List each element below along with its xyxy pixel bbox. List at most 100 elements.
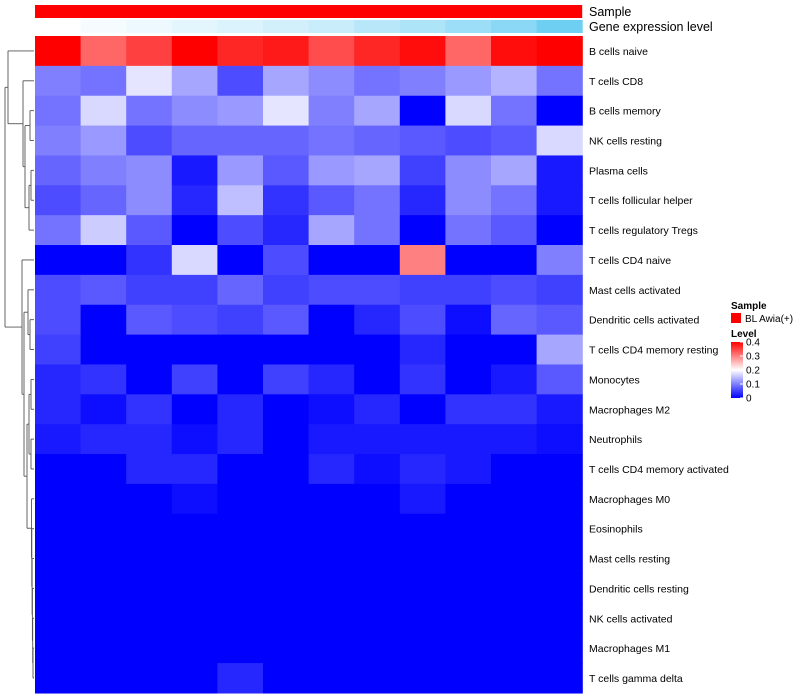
heatmap-cell xyxy=(445,543,492,575)
gene-expression-cell xyxy=(308,20,355,33)
heatmap-cell xyxy=(217,274,264,306)
heatmap-cell xyxy=(80,95,127,127)
heatmap-cell xyxy=(80,454,127,485)
row-label: Mast cells activated xyxy=(589,285,681,297)
heatmap-cell xyxy=(536,483,583,515)
heatmap-cell xyxy=(80,603,127,634)
heatmap-cell xyxy=(80,364,127,395)
heatmap-cell xyxy=(263,483,310,515)
column-annotation-bars xyxy=(35,5,583,33)
heatmap-cell xyxy=(171,603,218,634)
heatmap-cell xyxy=(308,36,355,67)
heatmap-cell xyxy=(491,65,538,97)
heatmap-cell xyxy=(217,245,264,276)
heatmap-cell xyxy=(80,245,127,276)
heatmap-cell xyxy=(171,155,218,186)
heatmap-cell xyxy=(35,125,82,157)
legend-tick-label: 0.1 xyxy=(746,380,760,391)
heatmap-cell xyxy=(354,304,401,336)
row-label: NK cells activated xyxy=(589,613,673,625)
heatmap-cell xyxy=(354,603,401,634)
heatmap-cell xyxy=(445,304,492,336)
heatmap-cell xyxy=(126,155,173,186)
heatmap-cell xyxy=(491,185,538,216)
heatmap-cell xyxy=(217,633,264,664)
heatmap-cell xyxy=(263,245,310,276)
heatmap-cell xyxy=(308,215,355,246)
row-label: Macrophages M2 xyxy=(589,404,670,416)
heatmap-cell xyxy=(35,513,82,545)
heatmap-cell xyxy=(80,633,127,664)
heatmap-cell xyxy=(35,454,82,485)
heatmap-cell xyxy=(354,483,401,515)
heatmap-cell xyxy=(263,663,310,694)
heatmap-cell xyxy=(354,65,401,97)
heatmap-cell xyxy=(536,394,583,425)
heatmap-cell xyxy=(354,215,401,246)
heatmap-cell xyxy=(308,364,355,395)
heatmap-cells xyxy=(35,36,583,694)
heatmap-cell xyxy=(491,454,538,485)
row-label: T cells CD8 xyxy=(589,76,643,88)
legend: Sample BL Awia(+) Level 0.4 0.3 0.2 0.1 0 xyxy=(731,301,793,405)
heatmap-cell xyxy=(126,245,173,276)
gene-expression-cell xyxy=(171,20,218,33)
heatmap-cell xyxy=(308,65,355,97)
gene-expression-annotation-label: Gene expression level xyxy=(589,20,713,34)
heatmap-cell xyxy=(491,513,538,545)
heatmap-cell xyxy=(263,543,310,575)
heatmap-cell xyxy=(171,274,218,306)
row-label: Plasma cells xyxy=(589,165,648,177)
heatmap-cell xyxy=(263,334,310,366)
heatmap-cell xyxy=(35,603,82,634)
heatmap-cell xyxy=(171,334,218,366)
heatmap-cell xyxy=(217,454,264,485)
heatmap-cell xyxy=(536,155,583,186)
gene-expression-cell xyxy=(217,20,264,33)
heatmap-cell xyxy=(126,603,173,634)
heatmap-cell xyxy=(217,483,264,515)
heatmap-cell xyxy=(308,543,355,575)
heatmap-cell xyxy=(308,663,355,694)
heatmap-cell xyxy=(126,185,173,216)
heatmap-cell xyxy=(536,573,583,604)
heatmap-cell xyxy=(217,364,264,395)
heatmap-cell xyxy=(354,245,401,276)
heatmap-cell xyxy=(35,364,82,395)
heatmap-cell xyxy=(171,304,218,336)
heatmap-cell xyxy=(354,334,401,366)
heatmap-cell xyxy=(536,65,583,97)
heatmap-cell xyxy=(35,573,82,604)
heatmap-cell xyxy=(217,304,264,336)
gene-expression-cell xyxy=(445,20,492,33)
heatmap-cell xyxy=(354,543,401,575)
heatmap-cell xyxy=(536,663,583,694)
heatmap-cell xyxy=(263,424,310,455)
heatmap-cell xyxy=(399,65,446,97)
row-label: Neutrophils xyxy=(589,434,642,446)
heatmap-cell xyxy=(399,483,446,515)
heatmap-cell xyxy=(491,155,538,186)
heatmap-cell xyxy=(80,334,127,366)
heatmap-cell xyxy=(354,125,401,157)
heatmap-cell xyxy=(126,304,173,336)
heatmap-cell xyxy=(491,125,538,157)
heatmap-cell xyxy=(126,394,173,425)
heatmap-cell xyxy=(308,95,355,127)
heatmap-cell xyxy=(126,215,173,246)
row-label: T cells regulatory Tregs xyxy=(589,225,698,237)
heatmap-cell xyxy=(445,573,492,604)
heatmap-cell xyxy=(171,364,218,395)
row-labels: B cells naive T cells CD8 B cells memory NK… xyxy=(589,46,729,685)
heatmap-cell xyxy=(354,454,401,485)
heatmap-cell xyxy=(217,394,264,425)
heatmap-cell xyxy=(354,95,401,127)
heatmap-cell xyxy=(308,394,355,425)
heatmap-cell xyxy=(399,543,446,575)
heatmap-cell xyxy=(354,513,401,545)
heatmap-cell xyxy=(80,483,127,515)
heatmap-cell xyxy=(217,543,264,575)
heatmap-cell xyxy=(491,603,538,634)
heatmap-cell xyxy=(536,424,583,455)
